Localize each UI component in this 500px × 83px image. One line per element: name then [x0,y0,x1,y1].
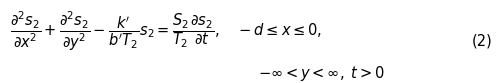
Text: (2): (2) [472,34,492,49]
Text: $-\infty < y < \infty, \; t > 0$: $-\infty < y < \infty, \; t > 0$ [258,64,384,83]
Text: $\dfrac{\partial^2 s_2}{\partial x^2} + \dfrac{\partial^2 s_2}{\partial y^2} - \: $\dfrac{\partial^2 s_2}{\partial x^2} + … [10,10,322,53]
